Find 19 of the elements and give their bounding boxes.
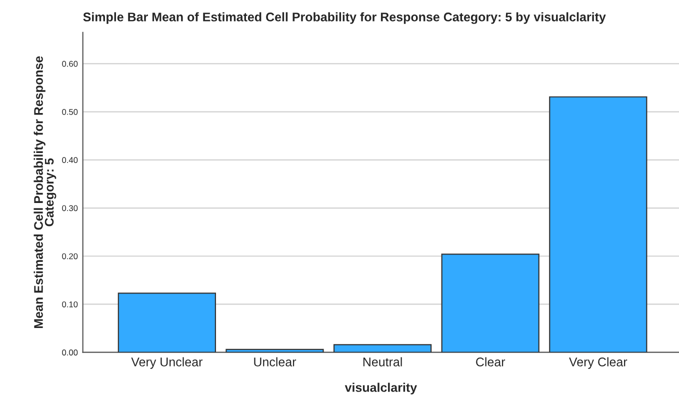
x-tick-label: Very Clear xyxy=(569,357,628,369)
y-tick-label: 0.00 xyxy=(62,350,78,356)
y-tick-label: 0.30 xyxy=(62,205,78,212)
y-tick-label: 0.40 xyxy=(62,157,78,163)
bar xyxy=(118,292,216,352)
x-tick-label: Very Unclear xyxy=(131,357,202,369)
y-tick-label: 0.60 xyxy=(62,60,78,67)
y-axis-title: Mean Estimated Cell Probability for Response Category: 5 xyxy=(34,56,56,328)
bar xyxy=(441,254,540,352)
x-tick-label: Clear xyxy=(476,357,506,366)
y-tick-label: 0.50 xyxy=(62,108,78,115)
x-tick-label: Neutral xyxy=(363,357,402,366)
bar xyxy=(333,344,432,352)
chart-title: Simple Bar Mean of Estimated Cell Probability for Response Category: 5 by visualclarity xyxy=(83,12,606,24)
x-tick-label: Unclear xyxy=(254,357,296,366)
x-axis-title: visualclarity xyxy=(344,382,417,394)
bar xyxy=(549,96,648,352)
y-tick-label: 0.10 xyxy=(62,301,78,308)
y-tick-label: 0.20 xyxy=(62,253,78,260)
